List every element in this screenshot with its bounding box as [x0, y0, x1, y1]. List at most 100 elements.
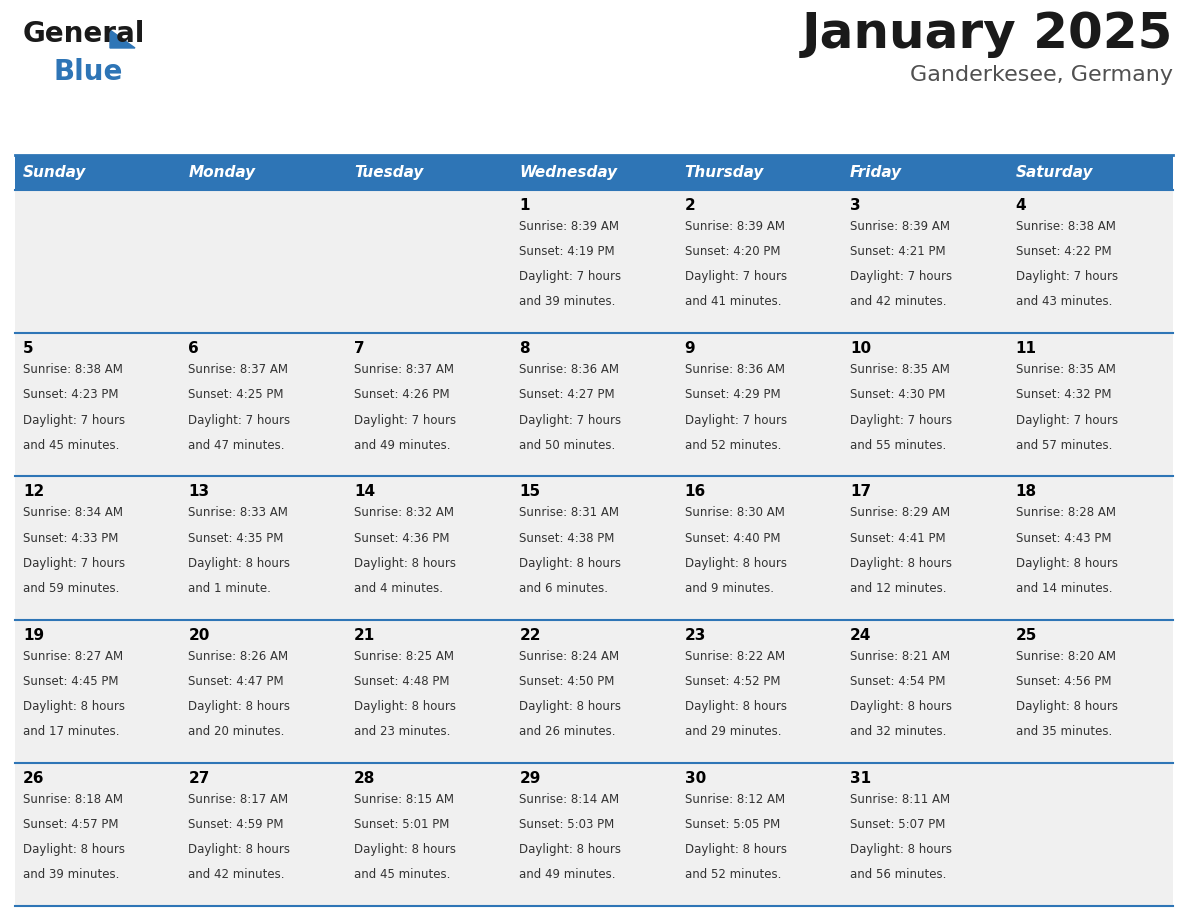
- Text: Daylight: 8 hours: Daylight: 8 hours: [519, 700, 621, 713]
- Text: and 12 minutes.: and 12 minutes.: [851, 582, 947, 595]
- Bar: [1007, 155, 1173, 190]
- Text: and 9 minutes.: and 9 minutes.: [684, 582, 773, 595]
- Bar: [1007, 620, 1173, 763]
- Text: Sunrise: 8:34 AM: Sunrise: 8:34 AM: [23, 507, 124, 520]
- Text: Daylight: 7 hours: Daylight: 7 hours: [1016, 270, 1118, 284]
- Text: Blue: Blue: [53, 58, 122, 86]
- Bar: [1007, 190, 1173, 333]
- Bar: [677, 620, 842, 763]
- Text: and 57 minutes.: and 57 minutes.: [1016, 439, 1112, 452]
- Text: and 45 minutes.: and 45 minutes.: [23, 439, 119, 452]
- Text: Sunrise: 8:11 AM: Sunrise: 8:11 AM: [851, 793, 950, 806]
- Text: 26: 26: [23, 771, 44, 786]
- Text: and 52 minutes.: and 52 minutes.: [684, 439, 781, 452]
- Bar: [181, 476, 346, 620]
- Text: Sunrise: 8:21 AM: Sunrise: 8:21 AM: [851, 650, 950, 663]
- Text: 21: 21: [354, 628, 375, 643]
- Text: and 6 minutes.: and 6 minutes.: [519, 582, 608, 595]
- Text: Daylight: 8 hours: Daylight: 8 hours: [354, 556, 456, 570]
- Text: Sunset: 4:38 PM: Sunset: 4:38 PM: [519, 532, 614, 544]
- Bar: [181, 155, 346, 190]
- Text: Sunrise: 8:28 AM: Sunrise: 8:28 AM: [1016, 507, 1116, 520]
- Text: and 26 minutes.: and 26 minutes.: [519, 725, 615, 738]
- Text: Sunrise: 8:39 AM: Sunrise: 8:39 AM: [684, 220, 785, 233]
- Bar: [181, 763, 346, 906]
- Bar: [181, 620, 346, 763]
- Text: Saturday: Saturday: [1016, 165, 1093, 180]
- Text: 4: 4: [1016, 198, 1026, 213]
- Text: Daylight: 8 hours: Daylight: 8 hours: [684, 556, 786, 570]
- Text: and 20 minutes.: and 20 minutes.: [189, 725, 285, 738]
- Text: Sunset: 4:36 PM: Sunset: 4:36 PM: [354, 532, 449, 544]
- Text: Daylight: 8 hours: Daylight: 8 hours: [23, 700, 125, 713]
- Text: Sunrise: 8:36 AM: Sunrise: 8:36 AM: [684, 364, 785, 376]
- Text: Daylight: 7 hours: Daylight: 7 hours: [1016, 413, 1118, 427]
- Text: Daylight: 8 hours: Daylight: 8 hours: [189, 700, 290, 713]
- Text: 28: 28: [354, 771, 375, 786]
- Text: and 42 minutes.: and 42 minutes.: [189, 868, 285, 881]
- Text: 8: 8: [519, 341, 530, 356]
- Text: January 2025: January 2025: [802, 10, 1173, 58]
- Text: Daylight: 8 hours: Daylight: 8 hours: [519, 843, 621, 856]
- Text: and 23 minutes.: and 23 minutes.: [354, 725, 450, 738]
- Text: and 32 minutes.: and 32 minutes.: [851, 725, 947, 738]
- Bar: [15, 190, 181, 333]
- Bar: [15, 620, 181, 763]
- Bar: [511, 620, 677, 763]
- Bar: [181, 333, 346, 476]
- Text: Sunrise: 8:15 AM: Sunrise: 8:15 AM: [354, 793, 454, 806]
- Text: and 1 minute.: and 1 minute.: [189, 582, 271, 595]
- Text: Sunset: 4:23 PM: Sunset: 4:23 PM: [23, 388, 119, 401]
- Text: Sunrise: 8:24 AM: Sunrise: 8:24 AM: [519, 650, 619, 663]
- Text: Sunrise: 8:36 AM: Sunrise: 8:36 AM: [519, 364, 619, 376]
- Bar: [842, 155, 1007, 190]
- Text: and 43 minutes.: and 43 minutes.: [1016, 296, 1112, 308]
- Bar: [15, 476, 181, 620]
- Bar: [511, 333, 677, 476]
- Text: Sunset: 4:48 PM: Sunset: 4:48 PM: [354, 675, 449, 688]
- Bar: [15, 155, 181, 190]
- Text: 25: 25: [1016, 628, 1037, 643]
- Text: and 17 minutes.: and 17 minutes.: [23, 725, 120, 738]
- Text: and 50 minutes.: and 50 minutes.: [519, 439, 615, 452]
- Text: Sunrise: 8:27 AM: Sunrise: 8:27 AM: [23, 650, 124, 663]
- Text: Daylight: 8 hours: Daylight: 8 hours: [851, 556, 952, 570]
- Text: Sunrise: 8:20 AM: Sunrise: 8:20 AM: [1016, 650, 1116, 663]
- Text: Sunrise: 8:30 AM: Sunrise: 8:30 AM: [684, 507, 784, 520]
- Text: Monday: Monday: [189, 165, 255, 180]
- Text: and 29 minutes.: and 29 minutes.: [684, 725, 782, 738]
- Text: and 49 minutes.: and 49 minutes.: [519, 868, 615, 881]
- Bar: [511, 476, 677, 620]
- Bar: [677, 333, 842, 476]
- Bar: [677, 190, 842, 333]
- Text: Friday: Friday: [851, 165, 902, 180]
- Text: and 55 minutes.: and 55 minutes.: [851, 439, 947, 452]
- Text: Sunset: 4:47 PM: Sunset: 4:47 PM: [189, 675, 284, 688]
- Text: Sunset: 4:25 PM: Sunset: 4:25 PM: [189, 388, 284, 401]
- Text: Daylight: 7 hours: Daylight: 7 hours: [851, 270, 953, 284]
- Text: and 39 minutes.: and 39 minutes.: [519, 296, 615, 308]
- Text: Tuesday: Tuesday: [354, 165, 423, 180]
- Bar: [181, 190, 346, 333]
- Text: 14: 14: [354, 485, 375, 499]
- Text: Sunset: 4:27 PM: Sunset: 4:27 PM: [519, 388, 615, 401]
- Text: 20: 20: [189, 628, 210, 643]
- Text: 6: 6: [189, 341, 200, 356]
- Text: 24: 24: [851, 628, 872, 643]
- Text: and 45 minutes.: and 45 minutes.: [354, 868, 450, 881]
- Text: General: General: [23, 20, 145, 48]
- Text: 29: 29: [519, 771, 541, 786]
- Text: 18: 18: [1016, 485, 1037, 499]
- Bar: [842, 476, 1007, 620]
- Text: Wednesday: Wednesday: [519, 165, 618, 180]
- Bar: [1007, 476, 1173, 620]
- Text: Sunset: 4:54 PM: Sunset: 4:54 PM: [851, 675, 946, 688]
- Bar: [677, 476, 842, 620]
- Bar: [346, 190, 511, 333]
- Text: Sunset: 4:41 PM: Sunset: 4:41 PM: [851, 532, 946, 544]
- Text: Sunset: 4:43 PM: Sunset: 4:43 PM: [1016, 532, 1111, 544]
- Text: and 52 minutes.: and 52 minutes.: [684, 868, 781, 881]
- Bar: [346, 333, 511, 476]
- Text: Sunrise: 8:35 AM: Sunrise: 8:35 AM: [851, 364, 950, 376]
- Bar: [677, 155, 842, 190]
